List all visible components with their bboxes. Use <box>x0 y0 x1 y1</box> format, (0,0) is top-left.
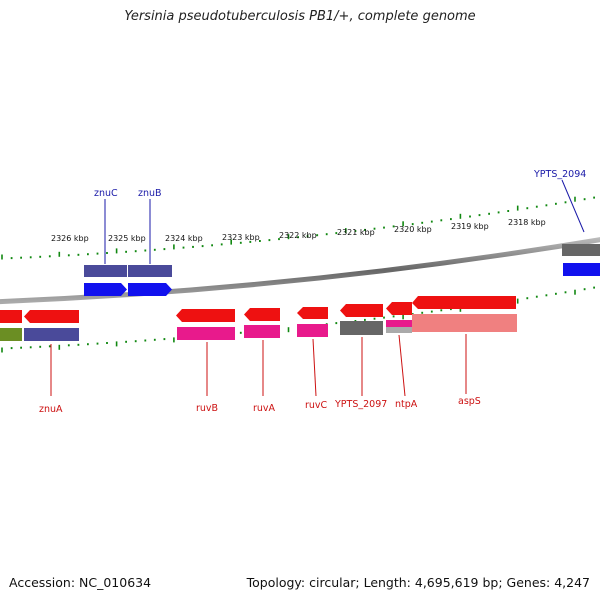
gene-arrow-ruvA[interactable] <box>244 308 280 321</box>
cog-bar-znuB[interactable] <box>128 265 172 277</box>
gene-arrow-znuC[interactable] <box>84 283 127 296</box>
tick-label: 2320 kbp <box>394 225 432 234</box>
tick-label: 2325 kbp <box>108 234 146 243</box>
gene-label-ruvB[interactable]: ruvB <box>196 403 218 414</box>
tick-label: 2319 kbp <box>451 222 489 231</box>
genome-stats-label: Topology: circular; Length: 4,695,619 bp… <box>246 575 590 590</box>
gene-arrow-aspS[interactable] <box>412 296 516 309</box>
leader-line-ruvC <box>312 338 317 397</box>
genome-backbone <box>0 237 600 305</box>
gene-label-YPTS_2097[interactable]: YPTS_2097 <box>334 399 387 410</box>
leader-line-ntpA <box>398 334 406 397</box>
cog-bar-left-partial[interactable] <box>0 328 22 341</box>
gene-label-ruvC[interactable]: ruvC <box>305 400 328 411</box>
gene-label-aspS[interactable]: aspS <box>458 396 481 407</box>
gene-arrow-ruvC[interactable] <box>297 307 328 319</box>
gene-arrow-znuB[interactable] <box>128 283 172 296</box>
gene-arrow-YPTS_2094[interactable] <box>563 263 600 276</box>
cog-bar-ruvB[interactable] <box>177 327 235 340</box>
tick-label: 2318 kbp <box>508 218 546 227</box>
gene-label-znuA[interactable]: znuA <box>39 404 63 415</box>
outer-tick-track <box>1 196 595 260</box>
cog-bar-znuA[interactable] <box>24 328 79 341</box>
gene-arrow-ntpA[interactable] <box>386 302 412 315</box>
tick-label: 2321 kbp <box>337 228 375 237</box>
genome-title: Yersinia pseudotuberculosis PB1/+, compl… <box>124 9 476 24</box>
gene-arrow-left-partial[interactable] <box>0 310 22 323</box>
gene-label-ruvA[interactable]: ruvA <box>253 403 276 414</box>
gene-label-znuC[interactable]: znuC <box>94 188 118 199</box>
cog-bar-YPTS_2097[interactable] <box>340 321 383 335</box>
cog-bar-aspS[interactable] <box>412 314 517 332</box>
gene-arrow-znuA[interactable] <box>24 310 79 323</box>
gene-label-znuB[interactable]: znuB <box>138 188 162 199</box>
cog-bar-ntpA-pink[interactable] <box>386 320 412 327</box>
tick-label: 2324 kbp <box>165 234 203 243</box>
cog-bar-ruvA[interactable] <box>244 325 280 338</box>
inner-tick-track <box>1 286 595 353</box>
accession-label: Accession: NC_010634 <box>9 575 152 590</box>
tick-label: 2322 kbp <box>279 231 317 240</box>
gene-label-YPTS_2094[interactable]: YPTS_2094 <box>533 169 586 180</box>
cog-bar-ruvC[interactable] <box>297 324 328 337</box>
cog-bar-ntpA-gray[interactable] <box>386 327 412 333</box>
cog-bar-YPTS_2094[interactable] <box>562 244 600 256</box>
tick-label: 2326 kbp <box>51 234 89 243</box>
tick-label: 2323 kbp <box>222 233 260 242</box>
gene-label-ntpA[interactable]: ntpA <box>395 399 418 410</box>
gene-arrow-ruvB[interactable] <box>176 309 235 322</box>
cog-bar-znuC[interactable] <box>84 265 127 277</box>
leader-line-YPTS_2094 <box>561 179 585 233</box>
gene-arrow-YPTS_2097[interactable] <box>340 304 383 317</box>
